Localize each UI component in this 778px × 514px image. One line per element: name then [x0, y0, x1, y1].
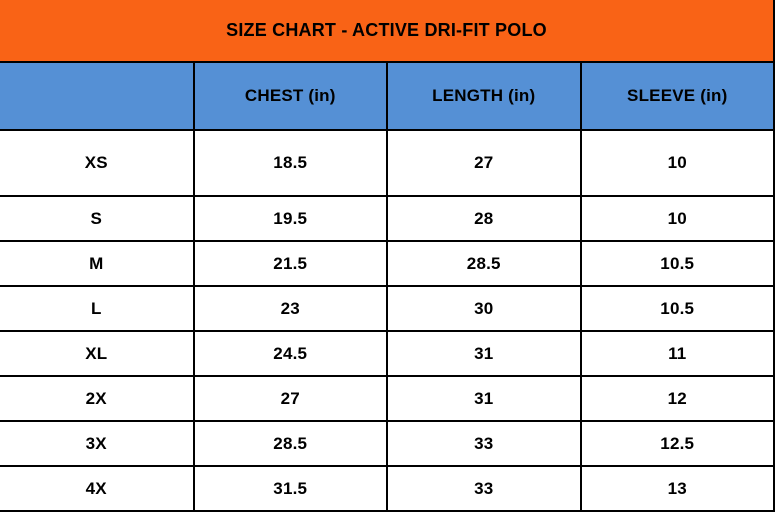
size-label: XL	[0, 330, 195, 377]
table-row-2x: 2X 27 31 12	[0, 375, 775, 422]
sleeve-cell: 12.5	[579, 420, 775, 467]
column-header-length: LENGTH (in)	[386, 61, 582, 131]
length-cell: 30	[386, 285, 582, 332]
column-header-sleeve: SLEEVE (in)	[579, 61, 775, 131]
size-label: 2X	[0, 375, 195, 422]
length-cell: 27	[386, 129, 582, 197]
table-row-3x: 3X 28.5 33 12.5	[0, 420, 775, 467]
chest-cell: 23	[192, 285, 388, 332]
chest-cell: 27	[192, 375, 388, 422]
size-label: 4X	[0, 465, 195, 512]
sleeve-cell: 10.5	[579, 240, 775, 287]
chest-cell: 31.5	[192, 465, 388, 512]
sleeve-cell: 10	[579, 129, 775, 197]
column-header-chest: CHEST (in)	[192, 61, 388, 131]
column-header-row: CHEST (in) LENGTH (in) SLEEVE (in)	[0, 61, 775, 131]
size-label: L	[0, 285, 195, 332]
chest-cell: 18.5	[192, 129, 388, 197]
sleeve-cell: 10	[579, 195, 775, 242]
table-row-4x: 4X 31.5 33 13	[0, 465, 775, 512]
length-cell: 33	[386, 465, 582, 512]
table-row-l: L 23 30 10.5	[0, 285, 775, 332]
table-row-m: M 21.5 28.5 10.5	[0, 240, 775, 287]
length-cell: 31	[386, 375, 582, 422]
length-cell: 31	[386, 330, 582, 377]
length-cell: 28.5	[386, 240, 582, 287]
chest-cell: 24.5	[192, 330, 388, 377]
chest-cell: 19.5	[192, 195, 388, 242]
chest-cell: 28.5	[192, 420, 388, 467]
table-row-xs: XS 18.5 27 10	[0, 129, 775, 197]
sleeve-cell: 12	[579, 375, 775, 422]
chest-cell: 21.5	[192, 240, 388, 287]
size-label: S	[0, 195, 195, 242]
table-title: SIZE CHART - ACTIVE DRI-FIT POLO	[0, 0, 775, 63]
sleeve-cell: 13	[579, 465, 775, 512]
table-row-s: S 19.5 28 10	[0, 195, 775, 242]
size-label: M	[0, 240, 195, 287]
sleeve-cell: 11	[579, 330, 775, 377]
size-label: XS	[0, 129, 195, 197]
length-cell: 28	[386, 195, 582, 242]
title-banner-row: SIZE CHART - ACTIVE DRI-FIT POLO	[0, 0, 775, 63]
column-header-size	[0, 61, 195, 131]
sleeve-cell: 10.5	[579, 285, 775, 332]
size-label: 3X	[0, 420, 195, 467]
table-row-xl: XL 24.5 31 11	[0, 330, 775, 377]
length-cell: 33	[386, 420, 582, 467]
